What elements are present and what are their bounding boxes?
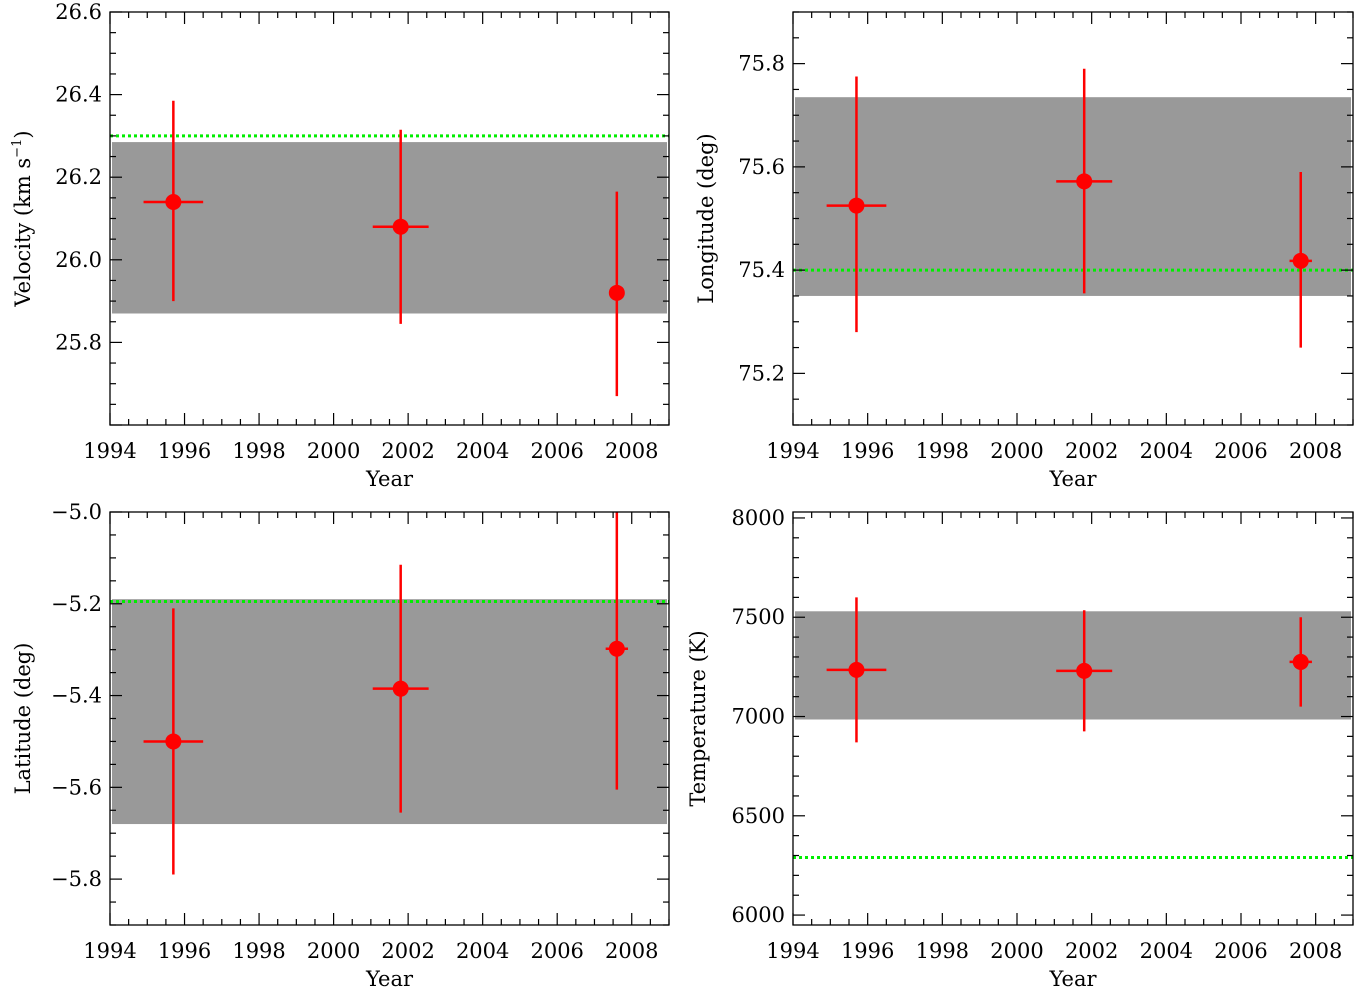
point-marker <box>165 733 182 750</box>
x-tick-label: 2008 <box>605 939 658 963</box>
x-tick-label: 2002 <box>381 939 434 963</box>
y-tick-label: −5.0 <box>51 500 102 524</box>
point-marker <box>1076 662 1093 679</box>
x-tick-label: 2008 <box>605 439 658 463</box>
x-axis-label: Year <box>365 467 414 491</box>
y-tick-label: 6500 <box>732 804 785 828</box>
y-tick-label: −5.6 <box>51 775 102 799</box>
data-point-1 <box>143 100 204 302</box>
x-tick-label: 2000 <box>307 439 360 463</box>
data-point-1 <box>826 597 887 743</box>
confidence-band <box>795 611 1351 720</box>
x-tick-label: 2004 <box>1140 439 1193 463</box>
point-marker <box>1292 252 1309 269</box>
x-tick-label: 1994 <box>83 939 136 963</box>
plot-area <box>793 68 1353 348</box>
x-axis-label: Year <box>1048 467 1097 491</box>
x-tick-label: 2008 <box>1289 439 1342 463</box>
x-tick-label: 1994 <box>766 439 819 463</box>
x-tick-label: 2002 <box>381 439 434 463</box>
point-marker <box>392 218 409 235</box>
x-tick-label: 1998 <box>232 939 285 963</box>
y-tick-label: −5.2 <box>51 592 102 616</box>
y-axis-label: Latitude (deg) <box>11 643 35 795</box>
y-tick-label: 6000 <box>732 903 785 927</box>
x-tick-label: 2002 <box>1065 439 1118 463</box>
temperature-panel: 1994 1996 1998 2000 2002 2004 2006 2008 6000 6500… <box>686 506 1354 988</box>
y-tick-label: 7000 <box>732 705 785 729</box>
x-tick-label: 2008 <box>1289 939 1342 963</box>
x-tick-label: 2000 <box>307 939 360 963</box>
data-point-1 <box>143 608 204 875</box>
y-tick-label: 26.2 <box>55 165 102 189</box>
y-tick-label: 25.8 <box>55 330 102 354</box>
data-point-3 <box>605 512 629 790</box>
y-tick-label: 26.0 <box>55 248 102 272</box>
point-marker <box>848 197 865 214</box>
y-axis-label: Temperature (K) <box>686 630 710 806</box>
y-tick-label: 75.6 <box>738 155 785 179</box>
y-tick-label: 26.6 <box>55 0 102 24</box>
point-marker <box>392 680 409 697</box>
y-tick-label: −5.4 <box>51 684 102 708</box>
point-marker <box>848 661 865 678</box>
data-point-3 <box>1289 617 1312 707</box>
point-marker <box>608 640 625 657</box>
confidence-band <box>795 97 1351 296</box>
data-point-2 <box>372 564 429 813</box>
y-tick-label: 26.4 <box>55 83 102 107</box>
velocity-panel: 1994 1996 1998 2000 2002 2004 2006 2008 25.8 26.0… <box>10 0 670 491</box>
point-marker <box>1292 653 1309 670</box>
x-axis-label: Year <box>365 967 414 988</box>
x-tick-label: 2004 <box>456 939 509 963</box>
y-tick-label: −5.8 <box>51 867 102 891</box>
x-tick-label: 2000 <box>990 439 1043 463</box>
data-point-2 <box>1056 610 1113 732</box>
data-point-2 <box>1056 68 1113 294</box>
plot-area <box>110 512 669 875</box>
x-tick-label: 1996 <box>841 439 894 463</box>
y-tick-label: 75.4 <box>738 258 785 282</box>
x-tick-label: 2002 <box>1065 939 1118 963</box>
data-point-2 <box>372 129 429 324</box>
x-tick-label: 2006 <box>530 939 583 963</box>
x-tick-label: 1996 <box>841 939 894 963</box>
point-marker <box>1076 173 1093 190</box>
y-tick-label: 8000 <box>732 506 785 530</box>
plot-area <box>110 100 669 397</box>
point-marker <box>165 193 182 210</box>
x-tick-label: 2000 <box>990 939 1043 963</box>
y-tick-label: 75.8 <box>738 52 785 76</box>
x-tick-label: 1998 <box>916 939 969 963</box>
x-tick-label: 2006 <box>530 439 583 463</box>
y-axis-label: Velocity (km s−1) <box>10 130 35 307</box>
x-tick-label: 1994 <box>766 939 819 963</box>
y-tick-label: 75.2 <box>738 361 785 385</box>
x-tick-label: 1998 <box>232 439 285 463</box>
x-tick-label: 1996 <box>158 439 211 463</box>
x-tick-label: 2006 <box>1214 439 1267 463</box>
latitude-panel: 1994 1996 1998 2000 2002 2004 2006 2008 −5.8 −5.6… <box>11 500 670 988</box>
y-tick-label: 7500 <box>732 605 785 629</box>
data-point-3 <box>1289 172 1312 348</box>
x-tick-label: 1994 <box>83 439 136 463</box>
x-tick-label: 2004 <box>1140 939 1193 963</box>
y-axis-label: Longitude (deg) <box>694 133 718 303</box>
longitude-panel: 1994 1996 1998 2000 2002 2004 2006 2008 75.2 75.4… <box>694 11 1354 491</box>
data-point-3 <box>608 191 625 397</box>
x-tick-label: 1996 <box>158 939 211 963</box>
x-tick-label: 2006 <box>1214 939 1267 963</box>
point-marker <box>608 284 625 301</box>
plot-area <box>793 597 1353 859</box>
x-tick-label: 2004 <box>456 439 509 463</box>
x-axis-label: Year <box>1048 967 1097 988</box>
x-tick-label: 1998 <box>916 439 969 463</box>
data-point-1 <box>826 76 887 333</box>
confidence-band <box>112 599 667 825</box>
